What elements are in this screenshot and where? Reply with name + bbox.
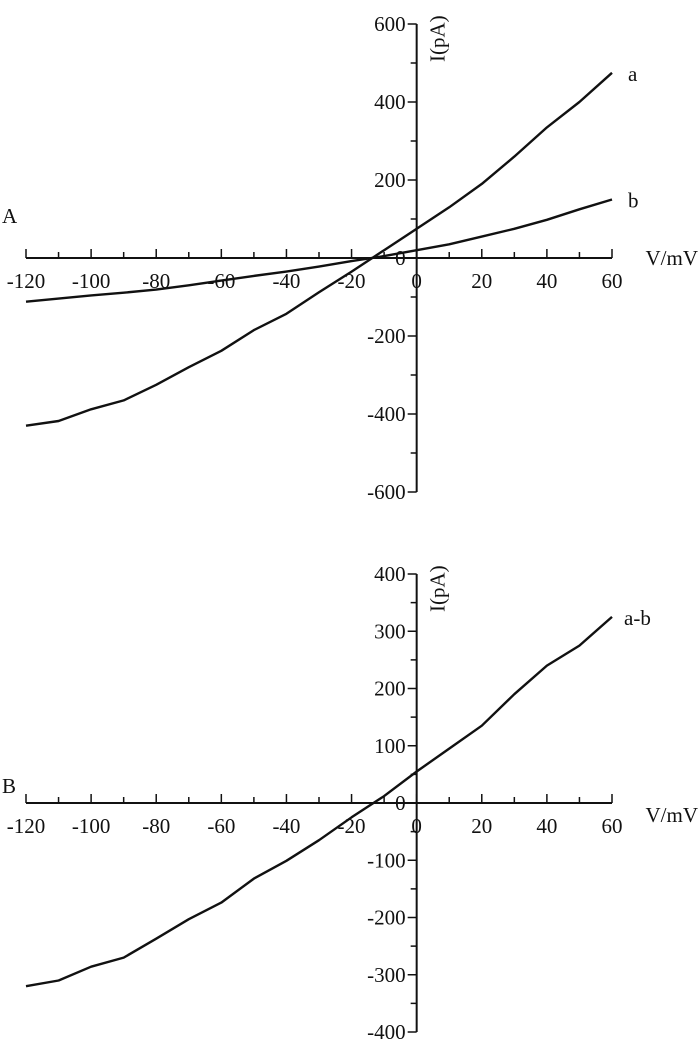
x-tick-label: -100 <box>72 269 111 293</box>
series-label-a-b: a-b <box>624 606 651 630</box>
series-line-b <box>25 198 613 303</box>
x-tick-label: -40 <box>272 814 300 838</box>
x-axis-title: V/mV <box>646 803 699 827</box>
x-tick-label: 40 <box>536 814 557 838</box>
y-tick-label: 200 <box>374 677 406 701</box>
panel-a-chart: A -120 -100 -80 -60 -40 -20 0 20 40 60-600-400-20… <box>2 12 698 504</box>
panel-a-label: A <box>2 204 18 228</box>
x-tick-label: 20 <box>471 814 492 838</box>
y-tick-label: 300 <box>374 619 406 643</box>
y-tick-label: 0 <box>395 791 406 815</box>
panel-b-chart: B -120 -100 -80 -60 -40 -20 0 20 40 60-400-300-20… <box>2 562 698 1044</box>
y-tick-label: -100 <box>367 848 406 872</box>
y-axis-title: I(pA) <box>426 565 450 612</box>
y-tick-label: -400 <box>367 402 406 426</box>
x-tick-label: 60 <box>602 269 623 293</box>
y-axis-title: I(pA) <box>426 15 450 62</box>
y-tick-label: -200 <box>367 906 406 930</box>
series-line-a-b <box>25 615 613 988</box>
x-tick-label: 0 <box>411 814 422 838</box>
y-tick-label: -600 <box>367 480 406 504</box>
x-tick-label: 40 <box>536 269 557 293</box>
y-tick-label: 400 <box>374 562 406 586</box>
x-tick-label: -120 <box>7 814 46 838</box>
x-tick-label: -80 <box>142 814 170 838</box>
y-tick-label: 400 <box>374 90 406 114</box>
x-tick-label: 20 <box>471 269 492 293</box>
series-line-a <box>25 71 613 427</box>
y-tick-label: -400 <box>367 1020 406 1044</box>
x-tick-label: 60 <box>602 814 623 838</box>
y-tick-label: -200 <box>367 324 406 348</box>
y-tick-label: 200 <box>374 168 406 192</box>
panel-b-label: B <box>2 774 16 798</box>
x-tick-label: -100 <box>72 814 111 838</box>
x-axis-title: V/mV <box>646 246 699 270</box>
series-label-a: a <box>628 62 638 86</box>
y-tick-label: 100 <box>374 734 406 758</box>
series-label-b: b <box>628 189 639 213</box>
y-tick-label: 600 <box>374 12 406 36</box>
x-tick-label: -60 <box>207 814 235 838</box>
x-tick-label: -120 <box>7 269 46 293</box>
x-tick-label: 0 <box>411 269 422 293</box>
y-tick-label: -300 <box>367 963 406 987</box>
y-tick-label: 0 <box>395 246 406 270</box>
